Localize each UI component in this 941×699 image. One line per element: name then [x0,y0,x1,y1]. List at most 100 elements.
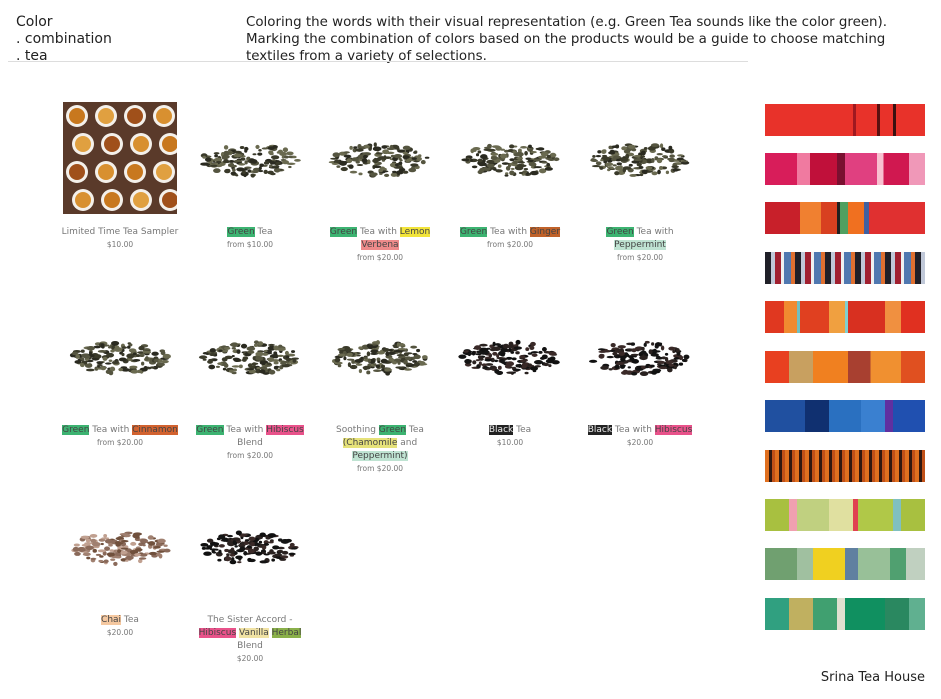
color-highlight: Peppermint [614,240,666,250]
color-highlight: Herbal [271,628,302,638]
product-name: Limited Time Tea Sampler [55,226,185,239]
name-text: Tea with [223,425,267,435]
product-name: Green Tea with Cinnamon [55,424,185,437]
product: The Sister Accord - Hibiscus Vanilla Her… [185,490,315,664]
product: Soothing Green Tea (Chamomile and Pepper… [315,300,445,474]
name-text: Tea with [612,425,655,435]
name-text: Tea [121,615,139,625]
name-text: Tea with [89,425,133,435]
color-highlight: Chai [101,615,122,625]
product: Limited Time Tea Sampler $10.00 [55,102,185,250]
product-image [589,340,690,377]
textile-swatch [765,351,925,383]
product-name: Green Tea with Ginger [445,226,575,239]
name-text: Tea [254,227,273,237]
name-text: Tea [406,425,424,435]
product-image [69,340,171,376]
color-highlight: Hibiscus [198,628,237,638]
name-text: Tea with [357,227,400,237]
textile-swatch [765,252,925,284]
textile-swatch [765,202,925,234]
textile-swatch [765,548,925,580]
product: Green Tea with Peppermint from $20.00 [575,102,705,263]
product-price: from $20.00 [356,464,404,473]
title-line: Color [16,14,53,30]
color-highlight: Peppermint) [352,451,408,461]
textile-swatch [765,598,925,630]
color-highlight: Black [587,425,613,435]
color-highlight: Green [606,227,634,237]
product: Green Tea with Cinnamon from $20.00 [55,300,185,448]
product-image [200,530,299,565]
color-highlight: Black [488,425,514,435]
product-image [198,340,299,375]
color-highlight: Vanilla [239,628,269,638]
title-line: . tea [16,48,48,64]
product: Black Tea with Hibiscus $20.00 [575,300,705,448]
color-highlight: Verbena [361,240,399,250]
product-price: $20.00 [236,654,264,663]
product-image [328,142,430,178]
product-name: Chai Tea [55,614,185,627]
product: Green Tea with Ginger from $20.00 [445,102,575,250]
product-price: from $20.00 [356,253,404,262]
product-price: $10.00 [496,438,524,447]
product-image [200,144,301,178]
name-text: Blend [237,641,263,651]
product: Black Tea $10.00 [445,300,575,448]
name-text: Tea with [633,227,674,237]
product-name: Soothing Green Tea (Chamomile and Pepper… [315,424,445,463]
product-name: Black Tea with Hibiscus [575,424,705,437]
color-highlight: Green [378,425,407,435]
textile-swatch [765,400,925,432]
product-price: from $10.00 [226,240,274,249]
product-price: from $20.00 [486,240,534,249]
textile-swatch [765,301,925,333]
product-image [590,143,690,177]
product: Green Tea from $10.00 [185,102,315,250]
product-image [71,531,171,566]
title: Color . combination . tea [16,14,112,65]
product-price: $20.00 [106,628,134,637]
color-highlight: Green [227,227,255,237]
color-highlight: Hibiscus [266,425,304,435]
textile-swatch [765,499,925,531]
product-name: Green Tea [185,226,315,239]
product: Chai Tea $20.00 [55,490,185,638]
color-highlight: Lemon [399,227,431,237]
product: Green Tea with Hibiscus Blend from $20.00 [185,300,315,461]
name-text: Tea with [487,227,530,237]
title-line: . combination [16,31,112,47]
name-text: Soothing [336,425,379,435]
color-highlight: Green [196,425,224,435]
product-image [63,102,177,214]
color-highlight: Cinnamon [132,425,178,435]
product-image [332,340,428,376]
footer: Srina Tea House [820,670,925,685]
product-image [461,143,560,177]
name-text: The Sister Accord - [207,615,293,625]
color-highlight: Green [62,425,90,435]
product: Green Tea with Lemon Verbena from $20.00 [315,102,445,263]
textile-swatch [765,153,925,185]
name-text: Tea [513,425,532,435]
product-price: $20.00 [626,438,654,447]
product-image [458,339,560,375]
product-name: Black Tea [445,424,575,437]
description: Coloring the words with their visual rep… [246,15,888,64]
color-highlight: Ginger [529,227,561,237]
product-price: from $20.00 [96,438,144,447]
product-price: from $20.00 [616,253,664,262]
product-name: Green Tea with Peppermint [575,226,705,252]
name-text: and [397,438,418,448]
name-text: Limited Time Tea Sampler [61,227,179,237]
divider [8,61,748,62]
product-name: Green Tea with Hibiscus Blend [185,424,315,450]
color-highlight: (Chamomile [342,438,398,448]
product-name: The Sister Accord - Hibiscus Vanilla Her… [185,614,315,653]
color-highlight: Green [329,227,358,237]
textile-swatch [765,104,925,136]
product-price: from $20.00 [226,451,274,460]
color-highlight: Hibiscus [654,425,693,435]
